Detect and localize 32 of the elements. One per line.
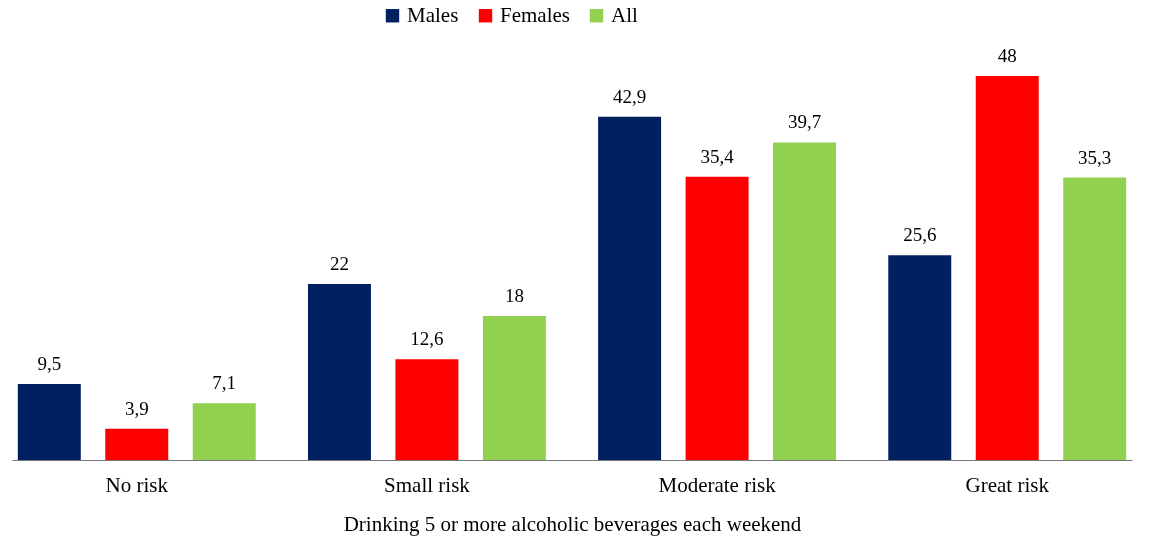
data-label: 22: [329, 253, 349, 274]
x-tick-label: Moderate risk: [658, 472, 777, 497]
bar: [1063, 177, 1127, 460]
data-label: 35,4: [700, 145, 735, 167]
data-label: 42,9: [612, 85, 647, 107]
bar: [17, 384, 81, 460]
bar: [307, 284, 371, 460]
bar: [395, 359, 459, 460]
legend-label: All: [611, 2, 638, 27]
legend-label: Females: [500, 2, 570, 27]
data-label: 12,6: [410, 328, 444, 350]
bar: [482, 316, 546, 460]
data-label: 18: [504, 285, 524, 306]
x-tick-label: Small risk: [384, 472, 471, 497]
data-label: 35,3: [1078, 146, 1112, 168]
bar: [888, 255, 952, 460]
x-tick-label: No risk: [105, 472, 169, 497]
x-tick-label: Great risk: [965, 472, 1050, 497]
bar: [773, 142, 837, 460]
data-label: 48: [997, 45, 1017, 66]
bar: [598, 116, 662, 460]
data-label: 7,1: [212, 372, 237, 394]
bar: [685, 176, 749, 460]
bar: [105, 428, 169, 460]
data-label: 39,7: [787, 111, 822, 133]
bar: [192, 403, 256, 460]
data-label: 25,6: [903, 224, 937, 246]
x-axis-title: Drinking 5 or more alcoholic beverages each weekend: [343, 511, 802, 536]
data-label: 9,5: [37, 353, 62, 374]
data-label: 3,9: [124, 397, 149, 419]
legend-label: Males: [407, 2, 459, 27]
bar: [975, 76, 1039, 460]
